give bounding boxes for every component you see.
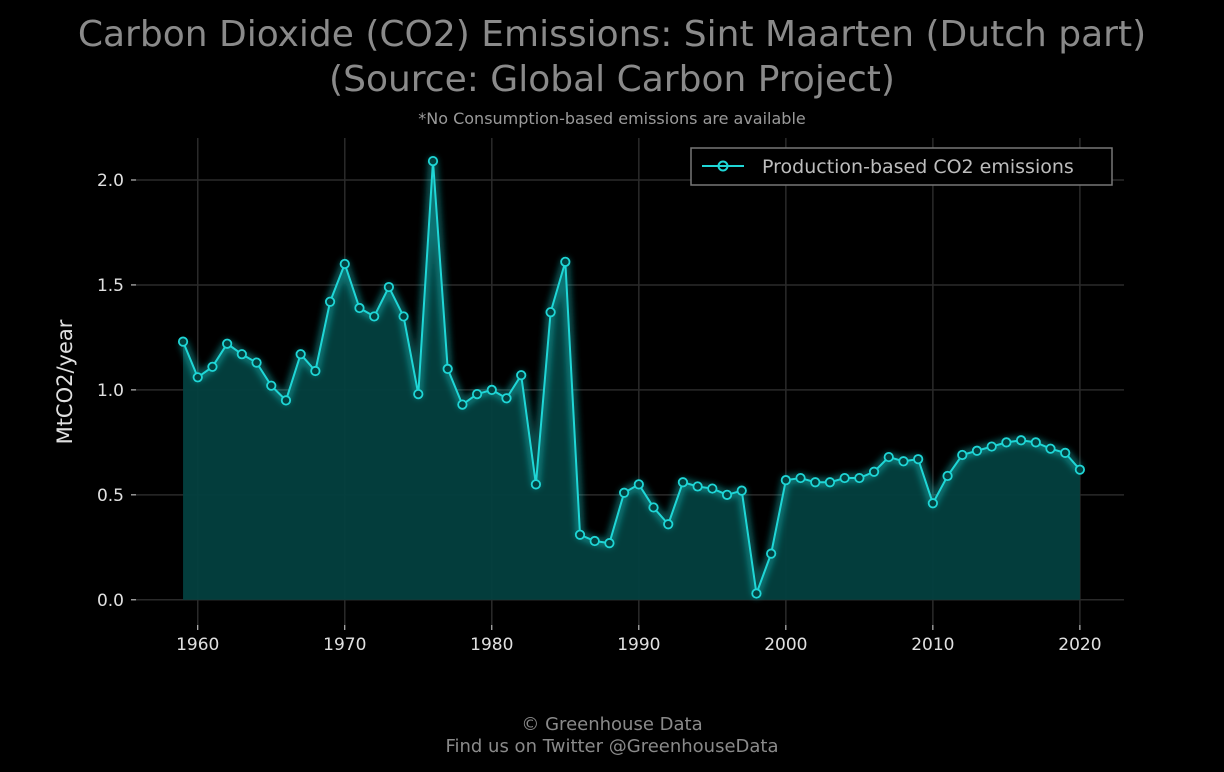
series-area <box>183 161 1080 600</box>
data-point <box>1045 443 1056 454</box>
data-point <box>883 451 894 463</box>
data-point <box>942 470 953 482</box>
legend-box <box>690 147 1113 186</box>
data-point <box>692 481 703 492</box>
data-point <box>354 302 365 314</box>
y-tick-label: 1.5 <box>97 276 124 296</box>
y-tick-label: 1.0 <box>97 381 124 401</box>
data-point <box>339 258 350 270</box>
data-point <box>251 357 262 368</box>
x-axis: 1960 1970 1980 1990 2000 2010 2020 <box>176 625 1102 655</box>
data-point <box>280 395 292 406</box>
data-point <box>927 498 938 509</box>
data-point <box>854 472 865 484</box>
data-point <box>177 336 189 347</box>
data-point <box>824 477 836 488</box>
chart-subtitle: *No Consumption-based emissions are avai… <box>418 109 806 128</box>
x-tick-label: 1980 <box>470 635 513 655</box>
data-point <box>471 388 483 400</box>
y-axis: 0.0 0.5 1.0 1.5 2.0 <box>97 171 136 611</box>
series-line <box>182 160 1081 595</box>
data-point <box>457 399 468 410</box>
x-tick-label: 1990 <box>617 635 660 655</box>
data-point <box>501 393 512 404</box>
data-point <box>266 380 277 391</box>
data-point <box>868 466 880 477</box>
data-point <box>619 487 630 498</box>
data-point <box>736 485 747 496</box>
data-point <box>310 365 321 377</box>
data-point <box>648 502 659 513</box>
data-point <box>324 296 336 307</box>
data-point <box>1001 437 1012 448</box>
data-point <box>398 311 409 322</box>
data-point <box>295 349 306 360</box>
data-point <box>369 311 380 322</box>
series-layer <box>177 155 1085 600</box>
chart-title-line2: (Source: Global Carbon Project) <box>329 59 895 100</box>
chart-title-line1: Carbon Dioxide (CO2) Emissions: Sint Maa… <box>78 14 1146 55</box>
data-point <box>383 281 394 293</box>
x-tick-label: 2000 <box>764 635 807 655</box>
data-point <box>427 155 439 167</box>
data-point <box>192 372 203 383</box>
data-point <box>1030 437 1041 448</box>
legend-label: Production-based CO2 emissions <box>762 156 1074 178</box>
data-point <box>589 535 600 547</box>
data-point <box>986 441 997 452</box>
data-point <box>633 479 644 490</box>
legend: Production-based CO2 emissions <box>690 147 1113 186</box>
data-point <box>236 349 247 360</box>
data-point <box>663 519 674 530</box>
data-point <box>913 454 924 465</box>
data-point <box>839 472 850 484</box>
y-tick-label: 2.0 <box>97 171 124 191</box>
data-point <box>1015 435 1027 446</box>
data-point <box>486 384 497 395</box>
data-point <box>516 370 527 381</box>
footer-credit: © Greenhouse Data <box>521 714 702 735</box>
data-point <box>780 475 791 486</box>
data-point <box>574 529 586 540</box>
data-point <box>971 445 983 456</box>
x-tick-label: 1960 <box>176 635 219 655</box>
y-tick-label: 0.0 <box>97 591 124 611</box>
data-point <box>207 361 218 372</box>
footer-twitter: Find us on Twitter @GreenhouseData <box>445 736 778 757</box>
data-point <box>560 256 571 267</box>
data-point <box>1060 447 1071 458</box>
y-tick-label: 0.5 <box>97 486 124 506</box>
data-point <box>898 456 909 467</box>
data-point <box>795 472 806 484</box>
data-point <box>530 479 542 490</box>
x-tick-label: 1970 <box>323 635 366 655</box>
data-point <box>751 588 762 599</box>
data-point <box>707 483 718 494</box>
x-tick-label: 2010 <box>911 635 954 655</box>
data-point <box>810 477 821 488</box>
y-axis-label: MtCO2/year <box>53 319 77 444</box>
data-point <box>957 449 968 461</box>
data-point <box>677 477 689 488</box>
data-point <box>721 489 733 500</box>
data-point <box>1074 464 1085 475</box>
legend-point-marker <box>717 160 729 172</box>
data-point <box>222 338 233 349</box>
data-point <box>766 548 777 559</box>
x-tick-label: 2020 <box>1058 635 1101 655</box>
data-point <box>545 307 556 318</box>
data-point <box>604 538 615 549</box>
data-point <box>413 388 424 400</box>
data-point <box>442 363 453 375</box>
